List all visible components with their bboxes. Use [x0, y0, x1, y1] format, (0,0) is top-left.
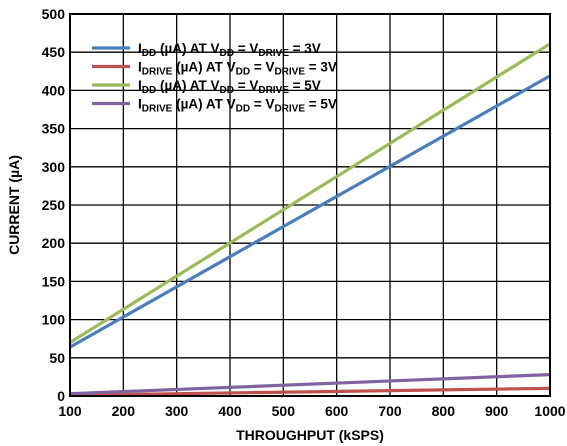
legend-text-part: DD [220, 48, 234, 59]
y-tick-label: 500 [42, 6, 66, 22]
legend-text-part: = V [234, 78, 258, 93]
legend-text-part: DRIVE [142, 104, 173, 115]
legend-text-part: (µA) AT V [156, 41, 219, 56]
y-tick-label: 400 [42, 82, 66, 98]
legend-text-part: = V [250, 60, 274, 75]
legend-text-part: (µA) AT V [172, 60, 235, 75]
legend-text-part: = 5V [305, 97, 337, 112]
y-tick-label: 150 [42, 273, 66, 289]
y-tick-label: 250 [42, 197, 66, 213]
x-tick-label: 700 [378, 403, 402, 419]
legend-text-part: DD [142, 85, 156, 96]
x-tick-label: 300 [165, 403, 189, 419]
legend-text-part: I [138, 97, 142, 112]
legend-text-part: = V [250, 97, 274, 112]
x-tick-label: 900 [485, 403, 509, 419]
series-line-2 [69, 386, 551, 397]
x-tick-label: 400 [218, 403, 242, 419]
legend-label-1: IDD (µA) AT VDD = VDRIVE = 3V [138, 41, 321, 59]
legend-text-part: (µA) AT V [156, 78, 219, 93]
x-tick-label: 100 [58, 403, 82, 419]
legend-text-part: DRIVE [274, 67, 305, 78]
y-tick-label: 450 [42, 44, 66, 60]
legend-text-part: I [138, 78, 142, 93]
legend-text-part: DD [236, 67, 250, 78]
y-tick-label: 300 [42, 159, 66, 175]
legend-text-part: (µA) AT V [172, 97, 235, 112]
series-line-3 [69, 42, 551, 344]
legend-text-part: = 3V [305, 60, 337, 75]
y-tick-label: 0 [57, 388, 65, 404]
series-line-1 [69, 74, 551, 349]
plot-frame [69, 13, 551, 397]
x-tick-label: 1000 [534, 403, 565, 419]
x-axis-title: THROUGHPUT (kSPS) [236, 427, 384, 443]
legend-label-4: IDRIVE (µA) AT VDD = VDRIVE = 5V [138, 97, 337, 115]
legend-label-2: IDRIVE (µA) AT VDD = VDRIVE = 3V [138, 60, 337, 78]
legend-text-part: DD [220, 85, 234, 96]
legend-text-part: DRIVE [258, 48, 289, 59]
legend-text-part: = V [234, 41, 258, 56]
x-tick-label: 600 [325, 403, 349, 419]
legend-text-part: = 5V [289, 78, 321, 93]
legend-text-part: I [138, 41, 142, 56]
y-axis-title: CURRENT (µA) [6, 155, 22, 255]
legend-text-part: = 3V [289, 41, 321, 56]
series-line-4 [69, 373, 551, 396]
legend-text-part: DD [236, 104, 250, 115]
y-tick-label: 350 [42, 121, 66, 137]
x-tick-label: 200 [112, 403, 136, 419]
legend-text-part: DRIVE [274, 104, 305, 115]
legend-text-part: DD [142, 48, 156, 59]
x-tick-label: 800 [432, 403, 456, 419]
y-tick-label: 50 [49, 350, 65, 366]
y-tick-label: 200 [42, 235, 66, 251]
legend-text-part: DRIVE [142, 67, 173, 78]
y-tick-label: 100 [42, 312, 66, 328]
legend-text-part: DRIVE [258, 85, 289, 96]
legend-text-part: I [138, 60, 142, 75]
tick-labels: 100 200 300 400 500 600 700 800 900 1000 0 50 100 150… [42, 6, 566, 419]
x-tick-label: 500 [272, 403, 296, 419]
legend-label-3: IDD (µA) AT VDD = VDRIVE = 5V [138, 78, 321, 96]
series-lines [69, 42, 551, 397]
